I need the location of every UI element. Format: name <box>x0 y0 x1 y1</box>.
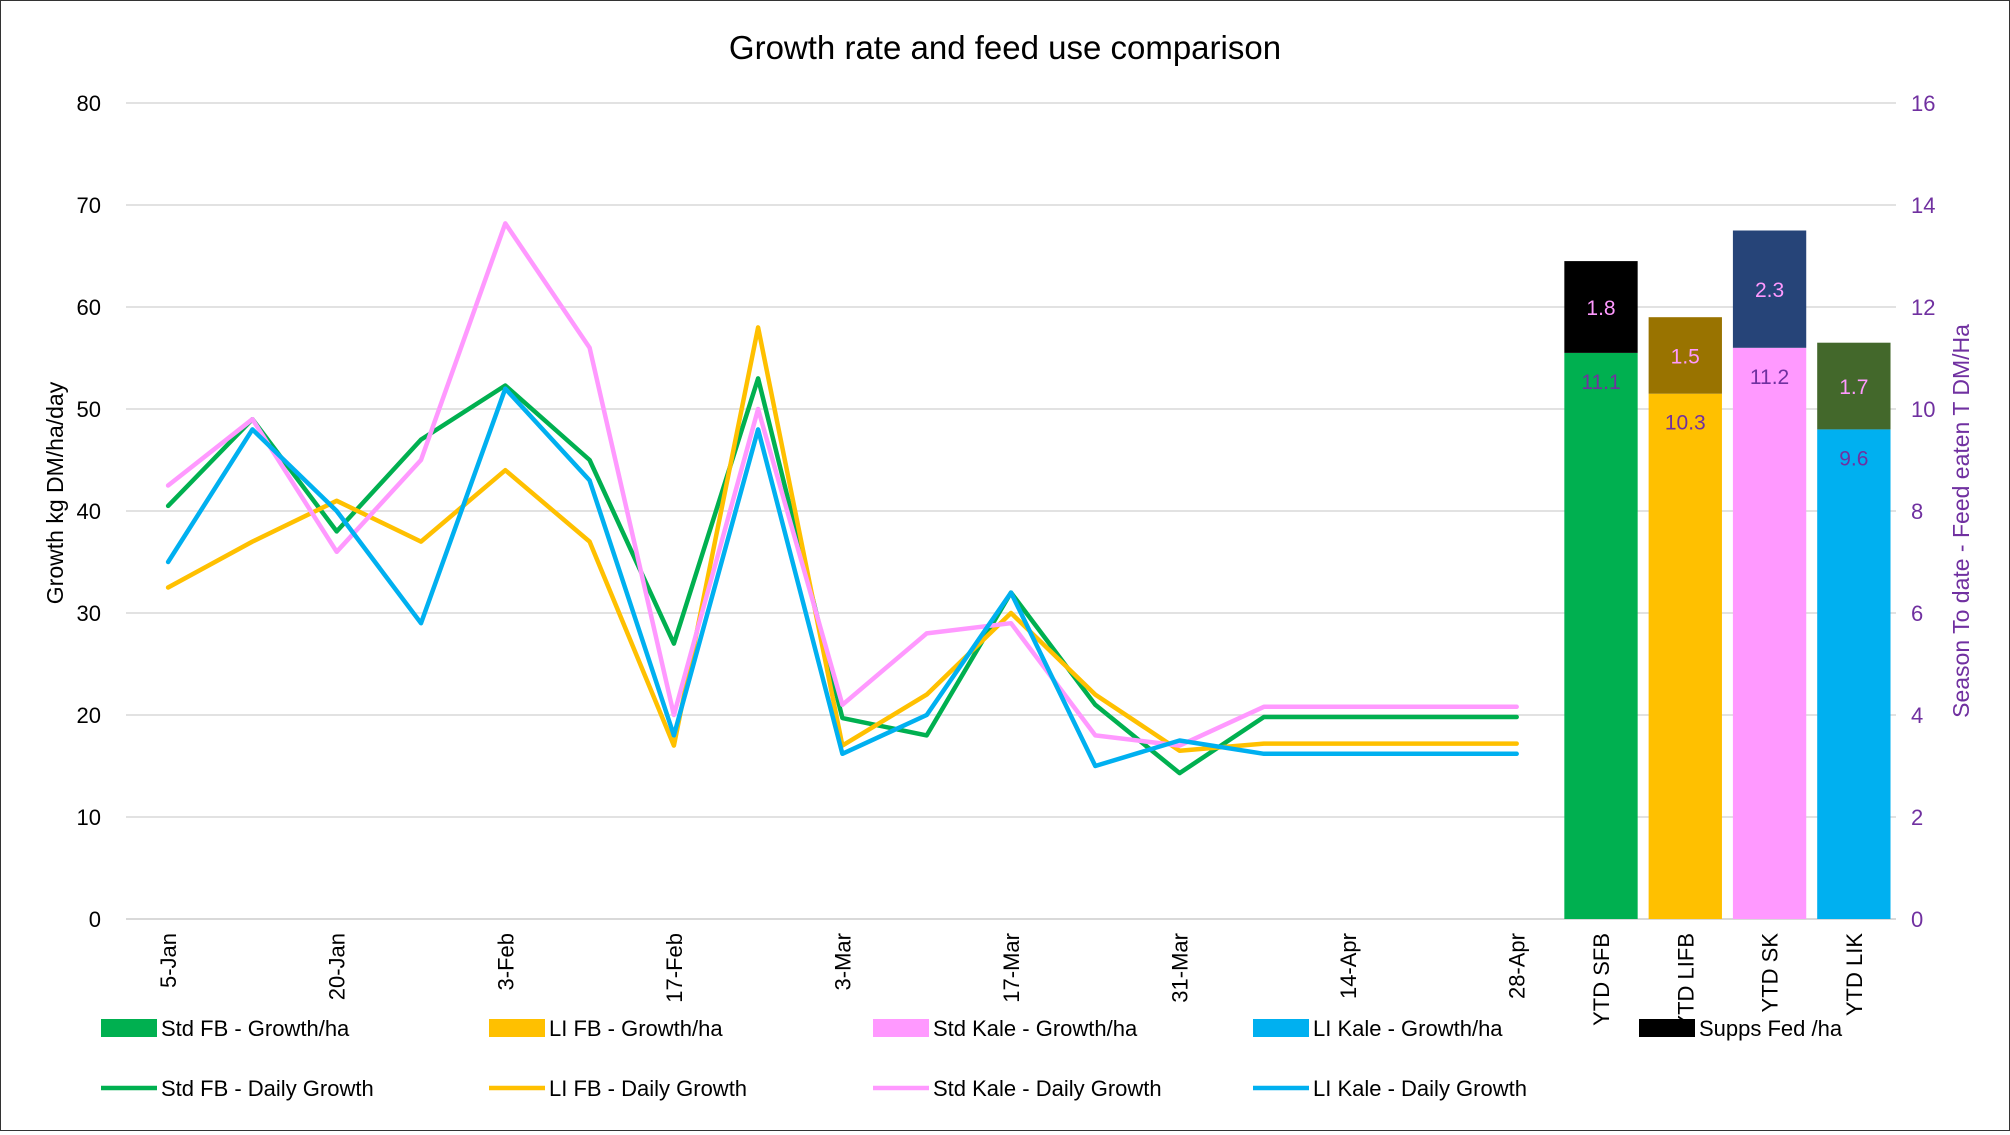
bar-growth <box>1564 352 1638 919</box>
bar-supps-label: 1.8 <box>1586 297 1615 320</box>
y2-tick-label: 6 <box>1911 601 1923 626</box>
x-tick-label: 14-Apr <box>1336 933 1361 999</box>
x-tick-label: YTD SFB <box>1589 933 1614 1026</box>
series-line <box>165 325 1519 753</box>
x-tick-label: 31-Mar <box>1168 933 1193 1003</box>
x-tick-label: 17-Mar <box>999 933 1024 1003</box>
y-tick-label: 0 <box>89 907 101 932</box>
y-tick-label: 40 <box>77 499 101 524</box>
chart-title: Growth rate and feed use comparison <box>729 29 1281 66</box>
legend-label: LI FB - Daily Growth <box>549 1076 747 1101</box>
bar-supps-label: 2.3 <box>1755 279 1784 302</box>
x-tick-label: YTD LIK <box>1842 933 1867 1016</box>
lines <box>165 221 1519 776</box>
legend-label: Std Kale - Daily Growth <box>933 1076 1162 1101</box>
bar-supps <box>1817 342 1891 430</box>
y2-tick-label: 12 <box>1911 295 1935 320</box>
legend-swatch <box>1639 1019 1695 1037</box>
legend-swatch <box>1253 1019 1309 1037</box>
bar-growth <box>1732 347 1807 919</box>
x-tick-label: YTD LIFB <box>1673 933 1698 1030</box>
bar-supps <box>1648 317 1722 394</box>
x-tick-label: 28-Apr <box>1505 933 1530 999</box>
y2-tick-label: 0 <box>1911 907 1923 932</box>
x-tick-label: 3-Feb <box>493 933 518 990</box>
axes: 0 10 20 30 40 50 60 70 80 0 2 4 6 8 10 12 14 16 5-Jan 20-Ja… <box>77 91 1936 1030</box>
x-tick-label: 3-Mar <box>830 933 855 990</box>
series-line <box>165 376 1519 776</box>
y-tick-label: 50 <box>77 397 101 422</box>
y2-tick-label: 14 <box>1911 193 1935 218</box>
legend: Std FB - Growth/ha LI FB - Growth/ha Std K… <box>101 1016 1843 1101</box>
bar-supps <box>1564 261 1638 353</box>
bar-growth-label: 10.3 <box>1665 412 1706 435</box>
y-tick-label: 30 <box>77 601 101 626</box>
data-labels: 11.1 1.8 10.3 1.5 11.2 2.3 9.6 1.7 <box>1581 279 1868 470</box>
y-tick-label: 60 <box>77 295 101 320</box>
bar-supps-label: 1.5 <box>1671 345 1700 368</box>
y2-tick-label: 8 <box>1911 499 1923 524</box>
x-tick-label: 20-Jan <box>325 933 350 1000</box>
bar-growth-label: 9.6 <box>1839 447 1868 470</box>
x-tick-label: 17-Feb <box>662 933 687 1003</box>
bar-supps-label: 1.7 <box>1839 376 1868 399</box>
legend-label: LI FB - Growth/ha <box>549 1016 723 1041</box>
x-tick-label: 5-Jan <box>156 933 181 988</box>
y2-tick-label: 10 <box>1911 397 1935 422</box>
legend-swatch <box>873 1019 929 1037</box>
y-tick-label: 70 <box>77 193 101 218</box>
x-tick-label: YTD SK <box>1758 933 1783 1013</box>
legend-label: Supps Fed /ha <box>1699 1016 1843 1041</box>
y2-tick-label: 2 <box>1911 805 1923 830</box>
bar-growth <box>1648 393 1722 919</box>
bars <box>1564 230 1891 919</box>
y-tick-label: 10 <box>77 805 101 830</box>
y2-axis-title: Season To date - Feed eaten T DM/Ha <box>1948 324 1974 718</box>
bar-growth-label: 11.2 <box>1750 366 1789 389</box>
bar-growth-label: 11.1 <box>1581 371 1620 394</box>
y2-tick-label: 4 <box>1911 703 1923 728</box>
legend-label: LI Kale - Daily Growth <box>1313 1076 1527 1101</box>
y2-tick-label: 16 <box>1911 91 1935 116</box>
legend-label: Std FB - Growth/ha <box>161 1016 350 1041</box>
legend-swatch <box>101 1019 157 1037</box>
legend-label: Std Kale - Growth/ha <box>933 1016 1138 1041</box>
legend-swatch <box>489 1019 545 1037</box>
bar-growth <box>1817 429 1891 919</box>
series-line <box>165 221 1519 748</box>
y-tick-label: 80 <box>77 91 101 116</box>
y-tick-label: 20 <box>77 703 101 728</box>
y-axis-title: Growth kg DM/ha/day <box>42 381 68 604</box>
legend-label: Std FB - Daily Growth <box>161 1076 374 1101</box>
bar-supps <box>1732 230 1807 348</box>
series-line <box>165 386 1519 769</box>
legend-label: LI Kale - Growth/ha <box>1313 1016 1503 1041</box>
